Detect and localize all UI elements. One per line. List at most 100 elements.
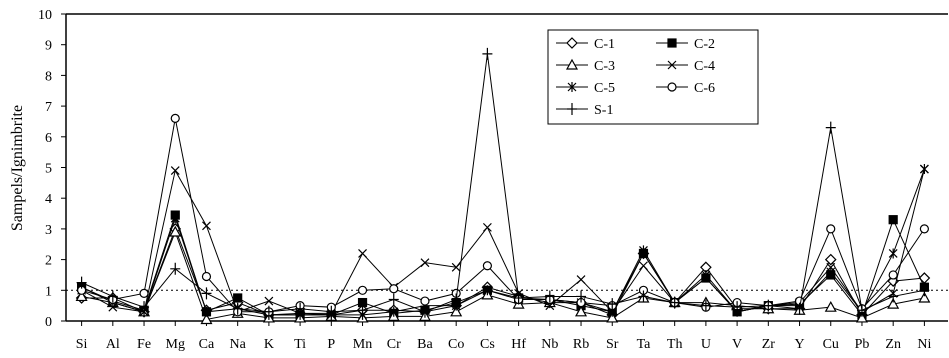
series-line — [81, 168, 925, 316]
data-point — [170, 113, 180, 123]
x-tick-label: Fe — [137, 337, 151, 352]
x-tick-label: Si — [76, 337, 88, 352]
data-point — [919, 164, 929, 175]
legend-item-C-5: C-5 — [556, 81, 615, 96]
data-point — [264, 296, 274, 306]
data-point — [575, 305, 588, 317]
data-point — [825, 121, 836, 134]
data-point — [482, 285, 492, 296]
x-tick-label: Ba — [417, 337, 433, 352]
legend-item-C-2: C-2 — [656, 37, 715, 52]
series-group — [75, 47, 931, 325]
data-point — [513, 291, 524, 304]
data-point — [451, 293, 462, 306]
data-point — [201, 271, 212, 282]
data-point — [358, 249, 367, 258]
x-tick-label: Y — [794, 337, 804, 352]
data-point — [482, 222, 492, 232]
data-point — [918, 291, 931, 303]
data-point — [544, 290, 555, 303]
data-point — [856, 304, 867, 317]
x-tick-label: Al — [106, 337, 120, 352]
y-tick-label: 6 — [45, 131, 52, 146]
data-point — [232, 302, 243, 315]
data-point — [75, 290, 88, 302]
x-tick-label: Na — [230, 337, 247, 352]
data-point — [794, 302, 805, 315]
x-tick-label: Pb — [855, 337, 870, 352]
data-point — [855, 311, 868, 323]
data-point — [107, 290, 118, 303]
y-tick-label: 3 — [45, 223, 52, 238]
data-point — [389, 306, 399, 317]
x-tick-label: Ca — [199, 337, 215, 352]
data-point — [420, 296, 430, 306]
x-tick-label: Mn — [353, 337, 372, 352]
series-line — [81, 118, 925, 313]
y-axis-title: Sampels/Ignimbrite — [9, 105, 26, 231]
series-line — [81, 227, 925, 316]
data-point — [169, 225, 182, 237]
x-tick-label: Ti — [294, 337, 306, 352]
x-tick-label: Zr — [762, 337, 776, 352]
data-point — [763, 299, 774, 312]
data-point — [202, 306, 211, 317]
data-point — [420, 258, 430, 268]
legend-item-C-1: C-1 — [556, 37, 615, 52]
legend-marker — [667, 38, 677, 48]
data-point — [233, 293, 243, 303]
x-tick-label: Mg — [166, 337, 185, 352]
y-tick-label: 5 — [45, 162, 52, 177]
data-point — [357, 304, 368, 317]
y-tick-label: 1 — [45, 284, 52, 299]
legend-item-C-4: C-4 — [656, 59, 715, 74]
y-tick-label: 0 — [45, 315, 52, 330]
legend-label: C-5 — [594, 81, 615, 96]
legend: C-1 C-2 C-3 C-4 C-5 C-6 S-1 — [547, 29, 759, 125]
data-point — [263, 305, 274, 318]
x-tick-label: Co — [448, 337, 464, 352]
legend-item-C-6: C-6 — [656, 81, 715, 96]
legend-item-C-3: C-3 — [556, 58, 615, 74]
data-point — [576, 290, 587, 303]
data-point — [202, 221, 211, 231]
legend-label: S-1 — [594, 103, 613, 118]
series-line — [81, 230, 925, 321]
data-point — [919, 224, 929, 234]
data-point — [824, 253, 837, 266]
legend-label: C-3 — [594, 59, 615, 74]
data-point — [887, 297, 900, 309]
series-C-5 — [77, 164, 929, 320]
data-point — [888, 290, 899, 303]
data-point — [606, 311, 619, 323]
legend-label: C-4 — [694, 59, 715, 74]
y-tick-label: 8 — [45, 69, 52, 84]
series-line — [81, 168, 925, 314]
data-point — [888, 270, 898, 280]
legend-marker — [567, 82, 577, 92]
data-point — [669, 296, 680, 309]
data-point — [170, 213, 180, 224]
data-point — [326, 305, 337, 318]
y-tick-label: 7 — [45, 100, 52, 115]
x-tick-label: V — [732, 337, 742, 352]
y-tick-label: 2 — [45, 254, 52, 269]
data-point — [170, 166, 180, 175]
x-tick-label: Th — [667, 337, 683, 352]
data-point — [389, 284, 399, 294]
x-axis: Si Al Fe Mg Ca Na K Ti P Mn Cr Ba Co Cs Hf Nb Rb Sr Ta Th U V… — [76, 321, 932, 352]
data-point — [639, 245, 648, 256]
x-tick-label: Sr — [606, 337, 619, 352]
legend-label: C-2 — [694, 37, 715, 52]
data-point — [824, 300, 837, 312]
legend-label: C-6 — [694, 81, 715, 96]
legend-marker — [567, 103, 577, 115]
data-point — [888, 248, 898, 259]
x-tick-label: Cs — [480, 337, 495, 352]
data-point — [451, 262, 461, 272]
data-point — [419, 305, 430, 318]
data-point — [826, 224, 836, 234]
y-tick-label: 10 — [38, 8, 52, 23]
y-tick-label: 9 — [45, 39, 52, 54]
